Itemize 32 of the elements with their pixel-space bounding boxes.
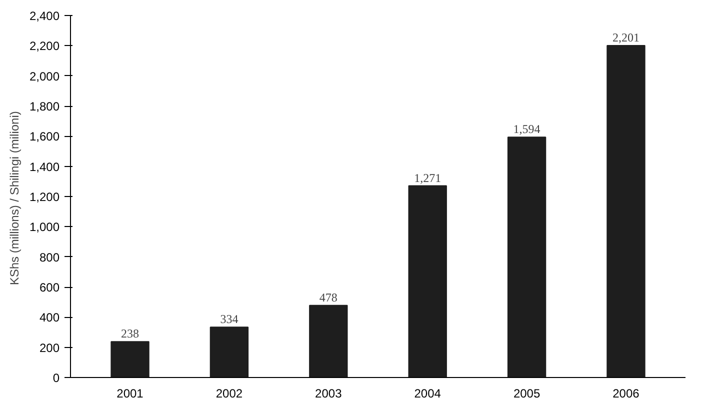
y-tick-label: 1,600	[29, 130, 60, 144]
data-label: 1,594	[513, 122, 540, 136]
x-tick-label: 2002	[216, 386, 243, 400]
data-label: 478	[319, 290, 338, 304]
bar	[309, 304, 348, 378]
y-tick-label: 2,400	[29, 9, 60, 23]
data-label: 238	[121, 326, 140, 341]
y-tick-label: 1,400	[29, 160, 60, 174]
y-tick-label: 2,200	[29, 39, 60, 54]
y-tick-label: 200	[39, 340, 60, 355]
x-tick-label: 2003	[315, 386, 342, 400]
x-tick-label: 2005	[513, 386, 540, 400]
bar	[408, 185, 447, 378]
y-tick-label: 0	[52, 371, 60, 385]
y-tick-label: 400	[39, 310, 60, 325]
data-label: 334	[220, 312, 238, 326]
y-tick-label: 1,000	[29, 220, 60, 234]
data-label: 1,271	[414, 170, 442, 185]
y-tick-label: 1,800	[29, 100, 60, 114]
y-tick-label: 1,200	[29, 190, 60, 204]
data-label: 2,201	[612, 30, 640, 45]
x-tick-label: 2001	[116, 386, 144, 400]
bar	[606, 45, 646, 378]
y-tick-label: 800	[39, 250, 60, 264]
bar	[110, 341, 150, 378]
x-tick-label: 2006	[612, 386, 640, 400]
y-tick-label: 2,000	[29, 69, 60, 84]
bar	[507, 136, 546, 378]
y-axis-title: KShs (millions) / Shilingi (milioni)	[7, 111, 22, 286]
x-tick-label: 2004	[414, 386, 442, 400]
bar	[210, 326, 249, 378]
y-tick-label: 600	[39, 280, 60, 294]
